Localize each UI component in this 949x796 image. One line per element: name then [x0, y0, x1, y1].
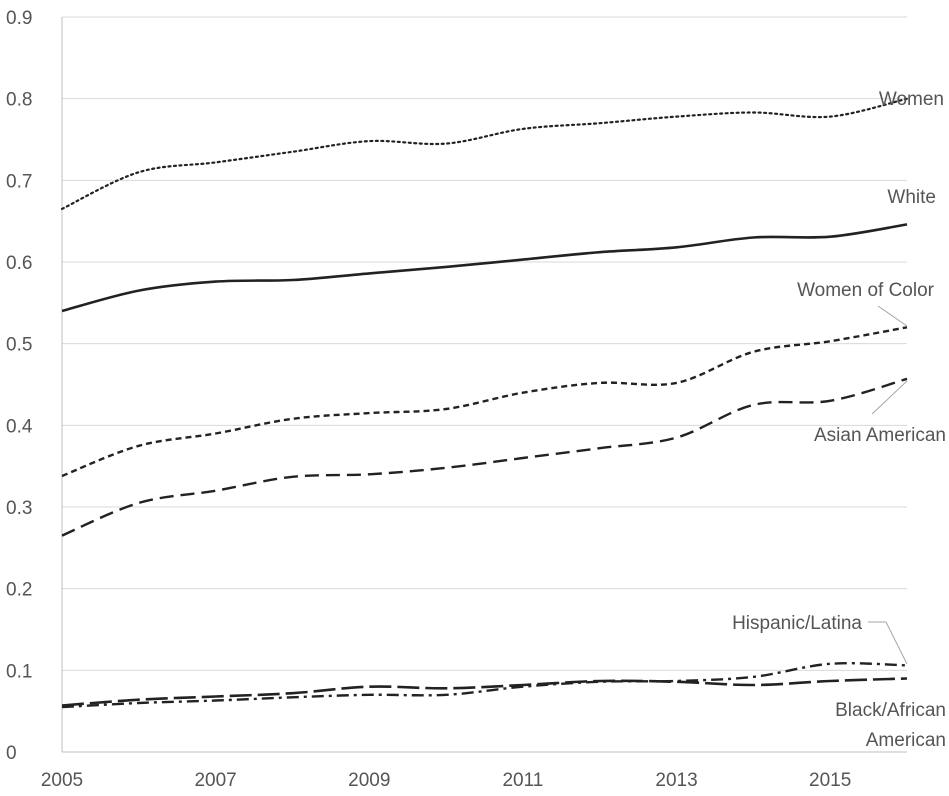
x-tick-label: 2009	[348, 770, 390, 791]
y-tick-label: 0.8	[6, 90, 32, 111]
y-tick-label: 0.3	[6, 498, 32, 519]
leader-line-asian-american	[871, 380, 908, 415]
series-line-women-of-color	[61, 326, 908, 478]
series-line-women	[60, 97, 909, 210]
series-line-black-african-american	[61, 677, 908, 707]
y-tick-label: 0.7	[6, 171, 32, 192]
x-tick-label: 2005	[41, 770, 83, 791]
series-label-black-african-american: American	[866, 730, 946, 751]
series-label-women-of-color: Women of Color	[797, 280, 935, 301]
leader-line-hispanic-latina	[868, 621, 908, 665]
y-tick-label: 0	[6, 743, 17, 764]
y-tick-label: 0.6	[6, 253, 32, 274]
x-tick-label: 2013	[655, 770, 697, 791]
y-tick-label: 0.9	[6, 8, 32, 29]
leader-line-women-of-color	[877, 305, 908, 327]
series-label-asian-american: Asian American	[814, 425, 946, 446]
y-tick-label: 0.1	[6, 661, 32, 682]
x-tick-label: 2015	[809, 770, 851, 791]
series-line-white	[61, 223, 908, 313]
series-label-white: White	[887, 187, 936, 208]
y-tick-label: 0.4	[6, 416, 33, 437]
series-label-hispanic-latina: Hispanic/Latina	[732, 613, 862, 634]
series-labels: Women White Women of Color Asian American Hi…	[732, 89, 946, 751]
x-tick-label: 2011	[502, 770, 543, 791]
y-tick-label: 0.5	[6, 335, 32, 356]
y-tick-label: 0.2	[6, 580, 32, 601]
series-label-women: Women	[879, 89, 944, 110]
x-tick-label: 2007	[194, 770, 236, 791]
series-line-asian-american	[61, 377, 908, 537]
series-lines	[60, 97, 909, 709]
axes: 0 0.1 0.2 0.3 0.4 0.5 0.6 0.7 0.8 0.9 2005 2007 2009…	[6, 8, 907, 791]
series-label-black-african-american: Black/African	[835, 700, 946, 721]
